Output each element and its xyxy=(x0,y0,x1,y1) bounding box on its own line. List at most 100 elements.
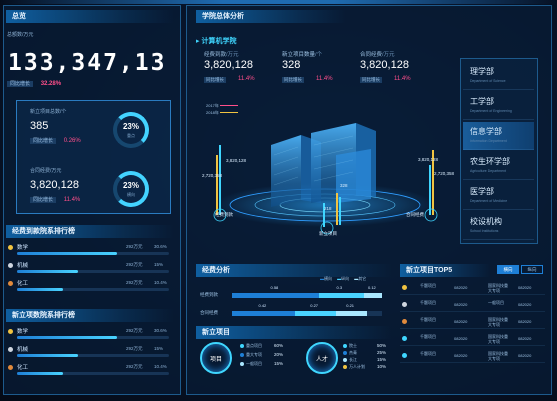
list-item: 机械 292万元 15% xyxy=(8,261,174,277)
building-label: 2,720,358 xyxy=(202,173,223,178)
department-name: 工学部 xyxy=(470,97,494,106)
department-item[interactable]: 工学部 Department of Engineering xyxy=(463,92,534,120)
department-name: 理学部 xyxy=(470,67,494,76)
list-item: 数学 292万元 30.6% xyxy=(8,327,174,343)
table-row[interactable]: 千题项目 082020 一般项目 082020 xyxy=(400,297,545,312)
kpi-card: 合同经费/万元 3,820,128 同比增长 11.4% xyxy=(360,50,436,90)
building-illustration xyxy=(213,123,438,235)
project-name: 千题项目 xyxy=(420,283,436,288)
table-row[interactable]: 千题项目 082020 国家科技重大专项 082020 xyxy=(400,348,545,363)
rank-bar-track xyxy=(17,252,169,255)
department-en: School Institutions xyxy=(470,229,499,233)
department-item[interactable]: 农生环学部 Agriculture Department xyxy=(463,152,534,180)
funding-segment-value: 0.27 xyxy=(310,303,319,308)
rank-name: 化工 xyxy=(17,365,29,371)
total-amount-label: 总额数/万元 xyxy=(7,32,34,38)
project-code: 082020 xyxy=(454,285,468,290)
kpi-unit: /万元 xyxy=(382,52,395,58)
kpi-label-text: 新立项目数量 xyxy=(282,52,316,58)
breakdown-name: 长江 xyxy=(349,357,357,362)
kpi-label: 新立项目数量/个 xyxy=(282,50,322,58)
rank-bar-track xyxy=(17,336,169,339)
contract-ring-percent: 23% xyxy=(122,181,139,190)
top5-tab-active[interactable]: 横向 xyxy=(497,265,519,274)
rank-amount: 292万元 xyxy=(126,244,143,249)
rank-percent: 10.4% xyxy=(154,364,167,369)
rank-bar-fill xyxy=(17,354,78,357)
rank-dot-icon xyxy=(8,329,13,334)
new-project-growth: 同比增长 0.26% xyxy=(30,137,81,144)
list-item: 数学 292万元 30.6% xyxy=(8,243,174,259)
top-glow xyxy=(0,0,557,4)
funding-analysis-title: 经费分析 xyxy=(196,264,392,277)
project-amount: 082020 xyxy=(518,302,532,307)
rank-medal-icon xyxy=(402,336,407,341)
breakdown-name: 院士 xyxy=(349,343,357,348)
table-row[interactable]: 千题项目 082020 国家科技重大专项 082020 xyxy=(400,331,545,346)
project-code: 082020 xyxy=(454,336,468,341)
contract-value: 3,820,128 xyxy=(30,179,79,191)
building-label: 328 xyxy=(340,183,348,188)
total-growth: 同比增长 32.28% xyxy=(7,80,61,87)
building-label: 新立项目 xyxy=(319,231,337,236)
rank-name: 机械 xyxy=(17,347,29,353)
building-label: 3,820,128 xyxy=(226,158,247,163)
contract-growth: 同比增长 11.4% xyxy=(30,196,80,203)
funding-bar-segment xyxy=(335,311,367,316)
legend-dot-icon xyxy=(343,358,347,362)
table-row[interactable]: 千题项目 082020 国家科技重大专项 082020 xyxy=(400,314,545,329)
rank-percent: 10.4% xyxy=(154,280,167,285)
rank-medal-icon xyxy=(402,302,407,307)
funding-bar-segment xyxy=(364,293,382,298)
building-label: 3,820,128 xyxy=(418,157,439,162)
kpi-label: 合同经费/万元 xyxy=(360,50,395,58)
kpi-value: 3,820,128 xyxy=(204,59,253,71)
kpi-unit: /万元 xyxy=(226,52,239,58)
project-rank-title: 新立项数院系排行榜 xyxy=(6,309,174,322)
funding-bar-track xyxy=(232,311,382,316)
project-name: 千题项目 xyxy=(420,317,436,322)
department-item[interactable]: 校设机构 School Institutions xyxy=(463,212,534,240)
kpi-growth-label: 同比增长 xyxy=(360,77,382,83)
legend-dot-icon xyxy=(343,351,347,355)
top5-tab[interactable]: 纵向 xyxy=(521,265,543,274)
department-item[interactable]: 理学部 Department of Science xyxy=(463,62,534,90)
project-circle-label: 项目 xyxy=(209,357,222,363)
table-row[interactable]: 千题项目 082020 国家科技重大专项 082020 xyxy=(400,280,545,295)
building-label: 218 xyxy=(324,206,332,211)
department-item[interactable]: 医学部 Department of Medicine xyxy=(463,182,534,210)
kpi-label: 经费到款/万元 xyxy=(204,50,239,58)
kpi-growth-value: 11.4% xyxy=(394,76,411,82)
rank-bar-track xyxy=(17,288,169,291)
kpi-growth-value: 11.4% xyxy=(238,76,255,82)
rank-dot-icon xyxy=(8,365,13,370)
department-item[interactable]: 信息学部 Information Department xyxy=(463,122,534,150)
department-name: 信息学部 xyxy=(470,127,502,136)
department-en: Department of Medicine xyxy=(470,199,508,203)
project-name: 千题项目 xyxy=(420,334,436,339)
breakdown-name: 重大专项 xyxy=(246,352,262,357)
department-name: 校设机构 xyxy=(470,217,502,226)
rank-name: 数学 xyxy=(17,245,29,251)
project-amount: 082020 xyxy=(518,319,532,324)
new-project-ring xyxy=(113,112,149,148)
new-project-count-value: 385 xyxy=(30,120,49,132)
funding-bar-track xyxy=(232,293,382,298)
breakdown-percent: 10% xyxy=(377,364,387,369)
rank-percent: 30.6% xyxy=(154,328,167,333)
project-type: 国家科技重大专项 xyxy=(488,317,508,327)
department-en: Department of Engineering xyxy=(470,109,512,113)
rank-amount: 292万元 xyxy=(126,328,143,333)
project-type: 国家科技重大专项 xyxy=(488,334,508,344)
funding-bar-segment xyxy=(295,311,336,316)
contract-ring xyxy=(113,171,149,207)
rank-amount: 292万元 xyxy=(126,280,143,285)
project-code: 082020 xyxy=(454,353,468,358)
project-circle xyxy=(200,342,232,374)
school-name: ▸ 计算机学院 xyxy=(196,38,237,45)
main-panel-title: 学院总体分析 xyxy=(196,10,346,23)
list-item: 化工 292万元 10.4% xyxy=(8,279,174,295)
list-item: 机械 292万元 15% xyxy=(8,345,174,361)
rank-dot-icon xyxy=(8,263,13,268)
department-en: Department of Science xyxy=(470,79,506,83)
